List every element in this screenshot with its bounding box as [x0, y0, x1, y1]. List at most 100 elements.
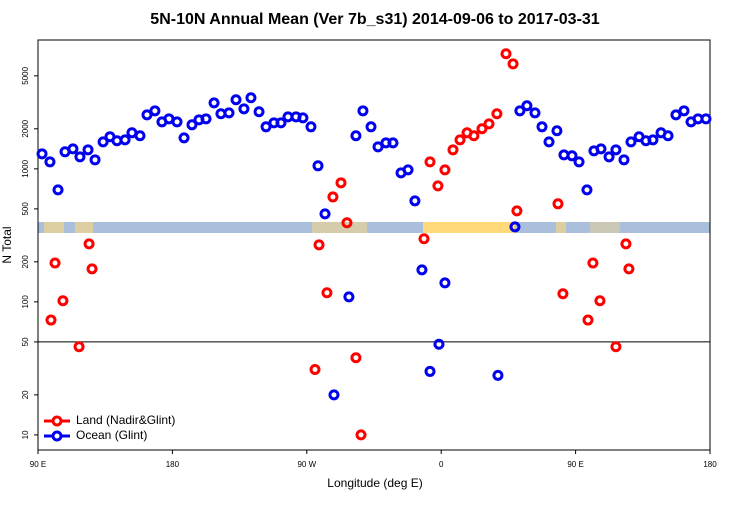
point [275, 117, 287, 129]
point [581, 184, 593, 196]
point [424, 365, 436, 377]
point [297, 112, 309, 124]
point [402, 164, 414, 176]
point [610, 341, 622, 353]
y-tick-label: 200 [21, 255, 30, 269]
point [647, 134, 659, 146]
point [149, 105, 161, 117]
point [468, 130, 480, 142]
point [557, 288, 569, 300]
legend-label: Ocean (Glint) [76, 428, 147, 442]
point [595, 143, 607, 155]
point [119, 134, 131, 146]
point [700, 113, 712, 125]
point [507, 58, 519, 70]
point [186, 119, 198, 131]
point [343, 291, 355, 303]
point [620, 238, 632, 250]
point [536, 121, 548, 133]
y-tick-label: 2000 [21, 119, 30, 137]
point [509, 221, 521, 233]
point [74, 151, 86, 163]
series [45, 48, 635, 441]
point [319, 208, 331, 220]
x-tick-label: 180 [166, 460, 180, 469]
series [36, 92, 712, 401]
point [552, 198, 564, 210]
point [49, 257, 61, 269]
point [573, 156, 585, 168]
point [134, 130, 146, 142]
point [387, 137, 399, 149]
point [500, 48, 512, 60]
point [439, 164, 451, 176]
point [309, 364, 321, 376]
x-tick-label: 90 E [30, 460, 46, 469]
point [416, 264, 428, 276]
legend-marker [51, 415, 63, 427]
point [36, 148, 48, 160]
y-tick-label: 100 [21, 295, 30, 309]
y-tick-label: 500 [21, 202, 30, 216]
point [335, 177, 347, 189]
point [439, 277, 451, 289]
point [44, 156, 56, 168]
point [341, 217, 353, 229]
point [97, 136, 109, 148]
point [409, 195, 421, 207]
point [67, 143, 79, 155]
point [483, 118, 495, 130]
point [625, 136, 637, 148]
point [594, 295, 606, 307]
point [662, 130, 674, 142]
point [492, 369, 504, 381]
point [45, 314, 57, 326]
point [200, 113, 212, 125]
point [57, 295, 69, 307]
point [491, 108, 503, 120]
y-tick-label: 20 [21, 390, 30, 399]
x-tick-label: 0 [439, 460, 444, 469]
point [529, 107, 541, 119]
legend-label: Land (Nadir&Glint) [76, 413, 175, 427]
point [623, 263, 635, 275]
point [365, 121, 377, 133]
point [454, 134, 466, 146]
point [171, 116, 183, 128]
point [238, 103, 250, 115]
y-tick-label: 10 [21, 430, 30, 439]
point [223, 107, 235, 119]
point [678, 105, 690, 117]
point [357, 105, 369, 117]
point [141, 109, 153, 121]
x-tick-label: 90 E [567, 460, 583, 469]
point [52, 184, 64, 196]
point [313, 239, 325, 251]
point [587, 257, 599, 269]
x-tick-label: 90 W [297, 460, 316, 469]
point [418, 233, 430, 245]
point [521, 100, 533, 112]
point [566, 150, 578, 162]
point [89, 154, 101, 166]
legend-marker [51, 430, 63, 442]
point [514, 105, 526, 117]
point [355, 429, 367, 441]
point [582, 314, 594, 326]
x-axis-label: Longitude (deg E) [327, 476, 422, 490]
point [372, 141, 384, 153]
point [432, 180, 444, 192]
point [208, 97, 220, 109]
point [327, 191, 339, 203]
point [610, 144, 622, 156]
point [543, 136, 555, 148]
point [328, 389, 340, 401]
y-tick-label: 50 [21, 337, 30, 346]
point [618, 154, 630, 166]
point [245, 92, 257, 104]
point [551, 125, 563, 137]
point [312, 160, 324, 172]
point [321, 287, 333, 299]
